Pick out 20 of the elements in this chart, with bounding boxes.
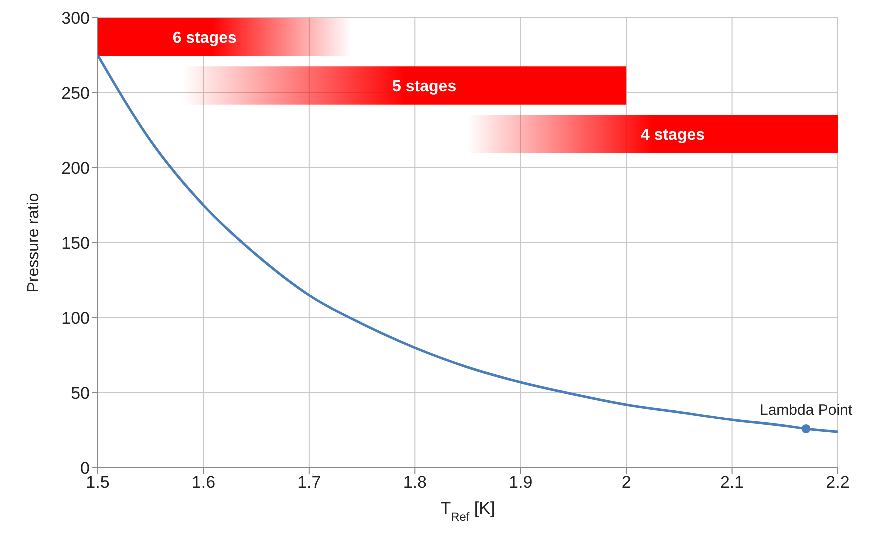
y-tick-label: 300: [62, 9, 90, 28]
x-tick-label: 1.8: [403, 473, 427, 492]
x-tick-label: 1.7: [298, 473, 322, 492]
y-tick-label: 200: [62, 159, 90, 178]
x-tick-label: 2: [622, 473, 632, 492]
y-tick-label: 50: [71, 384, 90, 404]
y-axis-title: Pressure ratio: [26, 193, 43, 293]
x-axis-title: T$_{Ref}$ [K]: [440, 499, 496, 524]
band-label: 5 stages: [392, 78, 457, 96]
y-tick-label: 150: [62, 234, 90, 254]
x-tick-label: 1.6: [192, 473, 216, 492]
x-tick-label: 1.5: [86, 473, 110, 492]
annotation: Lambda Point: [760, 402, 854, 419]
y-tick-label: 100: [62, 309, 90, 328]
x-tick-label: 2.1: [720, 473, 744, 492]
band-label: 4 stages: [640, 127, 706, 144]
y-tick-label: 250: [62, 84, 90, 104]
band-label: 6 stages: [172, 30, 237, 47]
x-tick-label: 2.2: [826, 473, 850, 492]
x-tick-label: 1.9: [509, 473, 533, 492]
